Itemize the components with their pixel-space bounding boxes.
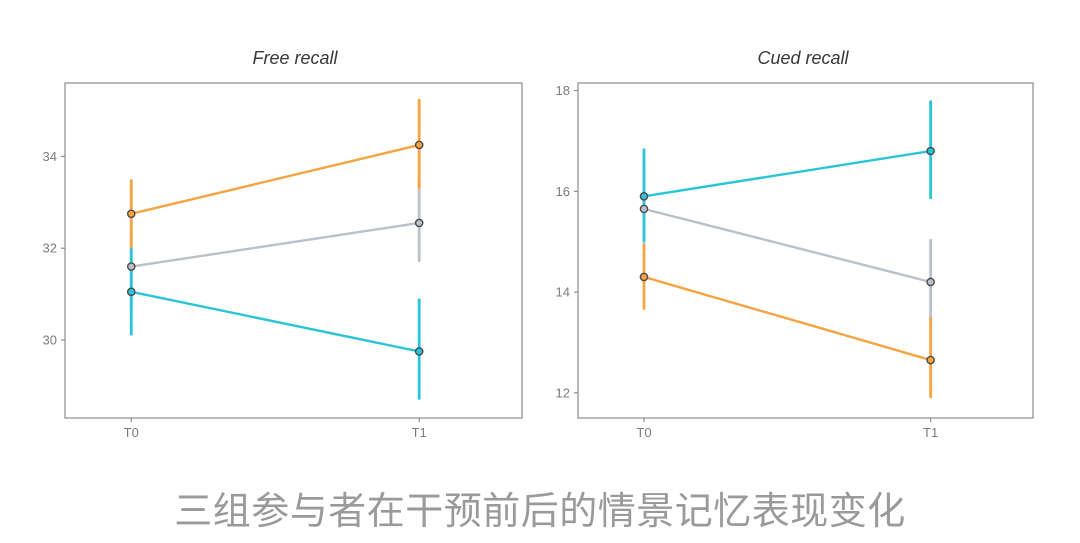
y-tick-label: 30 [43, 332, 57, 347]
series-line-orange-group [130, 143, 420, 215]
series-line-orange-group [643, 275, 931, 362]
series-line-cyan-group [643, 149, 931, 198]
x-tick-label: T1 [923, 425, 938, 440]
plot-border [577, 82, 1034, 419]
data-point-marker-orange-group [926, 355, 935, 365]
series-line-gray-group [131, 221, 420, 268]
chart-free-recall: Free recall 30 32 34 T0 T1 [0, 0, 540, 462]
x-tick-label: T1 [412, 425, 427, 440]
y-tick-label: 34 [43, 149, 57, 164]
charts-row: Free recall 30 32 34 T0 T1 Cued recall 12 14 1… [0, 0, 1080, 462]
series-line-gray-group [643, 207, 931, 284]
x-tick-label: T0 [124, 425, 139, 440]
y-tick-label: 14 [556, 285, 570, 300]
data-point-marker-cyan-group [126, 287, 136, 297]
data-point-marker-gray-group [126, 262, 136, 271]
data-point-marker-orange-group [126, 209, 136, 219]
data-point-marker-cyan-group [414, 347, 424, 356]
data-point-marker-orange-group [414, 140, 424, 150]
data-point-marker-gray-group [639, 204, 649, 214]
data-point-marker-cyan-group [639, 192, 649, 201]
plot-border [64, 82, 523, 419]
free-recall-plot: Free recall 30 32 34 T0 T1 [43, 48, 523, 440]
cued-recall-plot: Cued recall 12 14 16 18 T0 T1 [556, 48, 1034, 440]
figure-caption: 三组参与者在干预前后的情景记忆表现变化 [174, 491, 906, 533]
y-tick-label: 16 [556, 184, 570, 199]
data-point-marker-orange-group [639, 272, 649, 282]
data-point-marker-gray-group [414, 218, 424, 228]
data-point-marker-cyan-group [926, 146, 935, 156]
data-point-marker-gray-group [926, 277, 935, 287]
chart-cued-recall: Cued recall 12 14 16 18 T0 T1 [540, 0, 1080, 462]
chart-title-free-recall: Free recall [252, 48, 338, 68]
y-tick-label: 32 [43, 241, 57, 256]
chart-title-cued-recall: Cued recall [757, 48, 849, 68]
y-tick-label: 18 [556, 83, 570, 98]
series-line-cyan-group [131, 290, 420, 353]
x-tick-label: T0 [636, 425, 651, 440]
y-tick-label: 12 [556, 385, 570, 400]
